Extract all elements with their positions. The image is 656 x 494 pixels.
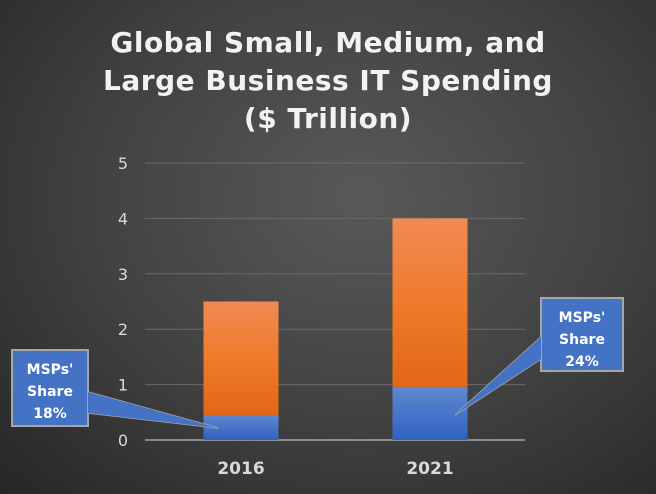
x-tick-label: 2016 (217, 459, 264, 479)
y-tick-label: 0 (118, 431, 128, 450)
bar-segment (203, 301, 279, 416)
title-line: Large Business IT Spending (103, 64, 553, 97)
callout-text: 18% (33, 406, 67, 422)
callout-text: MSPs' (559, 310, 606, 326)
bar-segment (392, 218, 468, 387)
callout-pointer-fill (88, 392, 218, 428)
callout-text: Share (559, 332, 605, 348)
y-tick-label: 3 (118, 265, 128, 284)
callout-box (11, 349, 89, 427)
title-line: ($ Trillion) (243, 102, 413, 135)
y-tick-label: 4 (118, 209, 128, 228)
bar-segment (392, 386, 468, 440)
y-tick-label: 1 (118, 376, 128, 395)
callout-text: 24% (565, 354, 599, 370)
y-tick-label: 5 (118, 154, 128, 173)
callout-pointer-fill (455, 337, 541, 415)
x-tick-label: 2021 (406, 459, 453, 479)
y-tick-label: 2 (118, 320, 128, 339)
callout-text: MSPs' (27, 362, 74, 378)
chart-title: Global Small, Medium, and Large Business… (0, 24, 656, 138)
callout-box (540, 297, 624, 372)
callout-text: Share (27, 384, 73, 400)
title-line: Global Small, Medium, and (110, 26, 546, 59)
